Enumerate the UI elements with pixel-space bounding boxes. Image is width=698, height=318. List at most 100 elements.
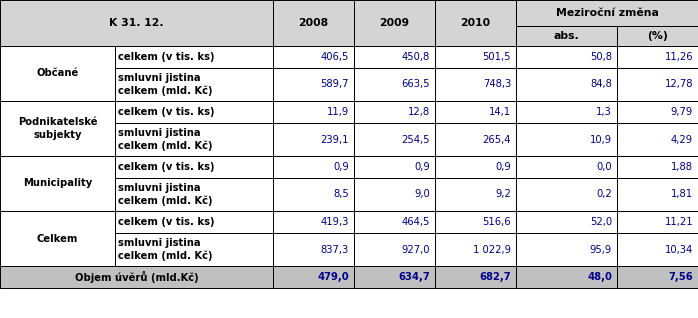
Text: 419,3: 419,3 — [320, 217, 349, 227]
Text: Meziroční změna: Meziroční změna — [556, 8, 658, 18]
Text: celkem (v tis. ks): celkem (v tis. ks) — [118, 217, 214, 227]
Bar — [0, 0, 273, 46]
Text: 8,5: 8,5 — [333, 190, 349, 199]
Bar — [617, 46, 698, 68]
Bar — [516, 156, 617, 178]
Text: K 31. 12.: K 31. 12. — [109, 18, 164, 28]
Text: 4,29: 4,29 — [671, 135, 693, 144]
Bar — [617, 101, 698, 123]
Bar — [115, 156, 273, 178]
Bar — [115, 178, 273, 211]
Text: 239,1: 239,1 — [320, 135, 349, 144]
Bar — [617, 68, 698, 101]
Bar — [435, 68, 516, 101]
Text: 464,5: 464,5 — [401, 217, 430, 227]
Bar — [435, 0, 516, 46]
Bar — [435, 156, 516, 178]
Text: 52,0: 52,0 — [590, 217, 612, 227]
Text: celkem (v tis. ks): celkem (v tis. ks) — [118, 162, 214, 172]
Text: (%): (%) — [647, 31, 668, 41]
Text: Občané: Občané — [36, 68, 79, 79]
Bar — [435, 211, 516, 233]
Bar — [0, 266, 273, 288]
Bar — [617, 26, 698, 46]
Bar — [435, 123, 516, 156]
Text: 2008: 2008 — [299, 18, 329, 28]
Text: 11,21: 11,21 — [664, 217, 693, 227]
Text: abs.: abs. — [554, 31, 579, 41]
Bar — [273, 123, 354, 156]
Text: 254,5: 254,5 — [401, 135, 430, 144]
Text: 0,9: 0,9 — [496, 162, 511, 172]
Bar — [354, 46, 435, 68]
Bar — [617, 266, 698, 288]
Text: 14,1: 14,1 — [489, 107, 511, 117]
Bar — [273, 0, 354, 46]
Bar — [617, 233, 698, 266]
Bar — [435, 178, 516, 211]
Bar — [273, 101, 354, 123]
Bar — [273, 46, 354, 68]
Bar — [354, 178, 435, 211]
Text: 0,9: 0,9 — [414, 162, 430, 172]
Bar — [0, 156, 115, 211]
Text: 265,4: 265,4 — [482, 135, 511, 144]
Text: 9,0: 9,0 — [414, 190, 430, 199]
Text: 0,2: 0,2 — [596, 190, 612, 199]
Text: 501,5: 501,5 — [482, 52, 511, 62]
Text: celkem (v tis. ks): celkem (v tis. ks) — [118, 107, 214, 117]
Bar — [273, 266, 354, 288]
Text: 1,81: 1,81 — [671, 190, 693, 199]
Bar — [354, 266, 435, 288]
Bar — [273, 178, 354, 211]
Text: smluvni jistina
celkem (mld. Kč): smluvni jistina celkem (mld. Kč) — [118, 73, 212, 96]
Text: 84,8: 84,8 — [590, 80, 612, 89]
Bar — [617, 156, 698, 178]
Bar — [354, 211, 435, 233]
Text: 682,7: 682,7 — [480, 272, 511, 282]
Text: 479,0: 479,0 — [318, 272, 349, 282]
Text: 2009: 2009 — [380, 18, 410, 28]
Bar — [273, 211, 354, 233]
Text: 516,6: 516,6 — [482, 217, 511, 227]
Text: 0,9: 0,9 — [333, 162, 349, 172]
Text: 11,26: 11,26 — [664, 52, 693, 62]
Text: 1 022,9: 1 022,9 — [473, 245, 511, 254]
Text: 95,9: 95,9 — [590, 245, 612, 254]
Text: 663,5: 663,5 — [401, 80, 430, 89]
Bar — [0, 211, 115, 266]
Bar — [115, 101, 273, 123]
Bar — [435, 46, 516, 68]
Bar — [354, 156, 435, 178]
Text: smluvni jistina
celkem (mld. Kč): smluvni jistina celkem (mld. Kč) — [118, 238, 212, 261]
Text: Podnikatelské
subjekty: Podnikatelské subjekty — [17, 117, 97, 140]
Text: 10,9: 10,9 — [590, 135, 612, 144]
Bar — [354, 101, 435, 123]
Bar — [516, 233, 617, 266]
Text: 450,8: 450,8 — [402, 52, 430, 62]
Text: 837,3: 837,3 — [321, 245, 349, 254]
Bar — [516, 178, 617, 211]
Bar — [354, 233, 435, 266]
Text: celkem (v tis. ks): celkem (v tis. ks) — [118, 52, 214, 62]
Text: 634,7: 634,7 — [399, 272, 430, 282]
Text: smluvni jistina
celkem (mld. Kč): smluvni jistina celkem (mld. Kč) — [118, 183, 212, 206]
Text: 589,7: 589,7 — [320, 80, 349, 89]
Text: 1,88: 1,88 — [671, 162, 693, 172]
Bar — [617, 211, 698, 233]
Text: 9,2: 9,2 — [495, 190, 511, 199]
Bar — [516, 101, 617, 123]
Text: Celkem: Celkem — [37, 233, 78, 244]
Bar — [516, 0, 698, 26]
Bar — [516, 266, 617, 288]
Bar — [617, 123, 698, 156]
Bar — [273, 156, 354, 178]
Text: 12,8: 12,8 — [408, 107, 430, 117]
Bar — [516, 26, 617, 46]
Bar — [617, 178, 698, 211]
Text: 406,5: 406,5 — [320, 52, 349, 62]
Text: 11,9: 11,9 — [327, 107, 349, 117]
Bar — [115, 211, 273, 233]
Bar — [354, 123, 435, 156]
Text: 12,78: 12,78 — [664, 80, 693, 89]
